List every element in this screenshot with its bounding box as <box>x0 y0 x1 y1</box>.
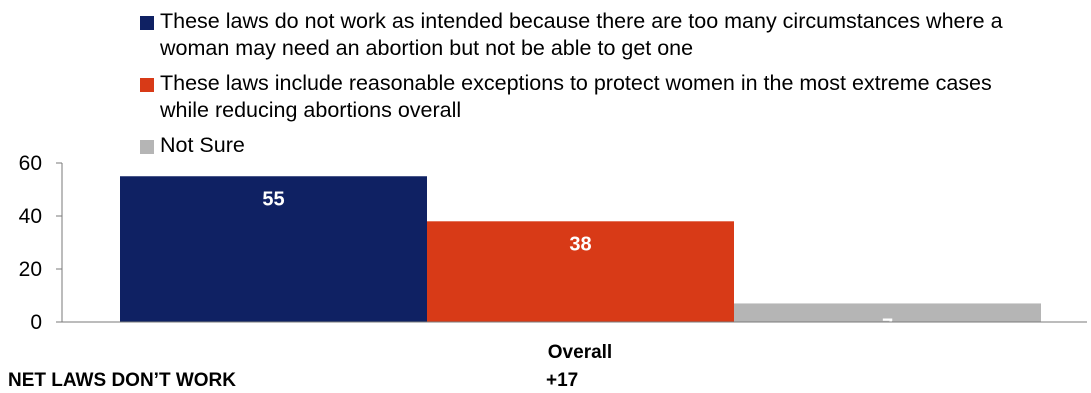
x-category-label: Overall <box>548 342 612 363</box>
y-tick-label: 20 <box>19 258 42 281</box>
data-label-1: 55 <box>262 188 284 210</box>
legend-swatch-laws-dont-work <box>140 16 154 30</box>
bar-2 <box>427 221 734 322</box>
legend-label-not-sure: Not Sure <box>160 133 245 157</box>
net-label: NET LAWS DON’T WORK <box>8 370 236 391</box>
legend-label-reasonable-exceptions: These laws include reasonable exceptions… <box>160 71 992 122</box>
legend-swatch-not-sure <box>140 140 154 154</box>
legend-item-laws-dont-work: These laws do not work as intended becau… <box>140 8 1040 62</box>
bar-3 <box>734 303 1041 322</box>
legend-swatch-reasonable-exceptions <box>140 78 154 92</box>
data-label-2: 38 <box>569 233 591 255</box>
legend-item-not-sure: Not Sure <box>140 132 1040 159</box>
y-tick-label: 40 <box>19 205 42 228</box>
chart-legend: These laws do not work as intended becau… <box>140 8 1040 167</box>
y-tick-label: 60 <box>19 152 42 175</box>
legend-item-reasonable-exceptions: These laws include reasonable exceptions… <box>140 70 1040 124</box>
net-value: +17 <box>546 370 579 391</box>
y-tick-label: 0 <box>30 311 42 334</box>
bar-1 <box>120 176 427 322</box>
data-label-3: 7 <box>882 315 893 337</box>
legend-label-laws-dont-work: These laws do not work as intended becau… <box>160 9 1003 60</box>
